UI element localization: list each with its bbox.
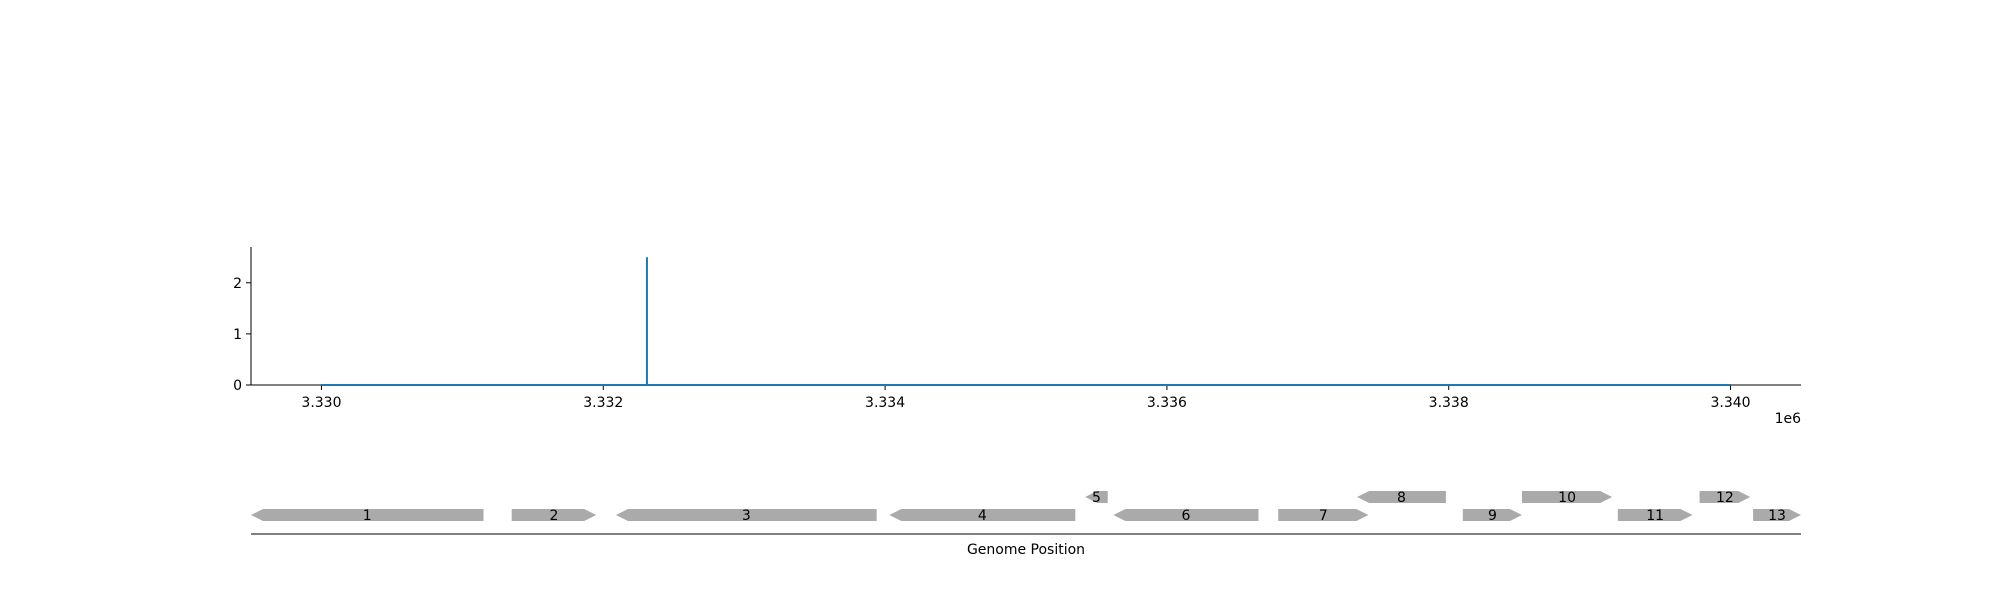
gene-arrow [1699,491,1751,503]
gene-label: 7 [1319,508,1328,524]
y-tick-label: 1 [233,327,242,343]
gene-label: 8 [1397,490,1406,506]
gene-label: 10 [1558,490,1576,506]
gene-arrow [1617,509,1693,521]
gene-label: 9 [1488,508,1497,524]
gene-track-xlabel: Genome Position [967,542,1085,558]
x-tick-label: 3.330 [301,395,341,411]
coverage-plot: 0 1 2 3.330 3.332 3.334 3.336 3.338 3.340 1e6 [233,247,1801,427]
gene-arrow [1522,491,1613,503]
gene-label: 5 [1092,490,1101,506]
gene-label: 4 [978,508,987,524]
gene-arrow [1085,491,1108,503]
x-tick-label: 3.338 [1429,395,1469,411]
gene-arrow [1357,491,1446,503]
gene-arrow [1753,509,1801,521]
gene-label: 3 [742,508,751,524]
gene-arrow [889,509,1076,521]
x-tick-label: 3.332 [583,395,623,411]
series-group [321,257,1731,386]
gene-arrow [1113,509,1259,521]
gene-arrow [1462,509,1522,521]
y-tick-label: 2 [233,276,242,292]
gene-label: 2 [549,508,558,524]
x-tick-label: 3.334 [865,395,905,411]
gene-label: 6 [1181,508,1190,524]
y-ticks: 0 1 2 [233,276,251,394]
gene-label: 1 [363,508,372,524]
x-offset-label: 1e6 [1775,411,1802,427]
x-ticks: 3.330 3.332 3.334 3.336 3.338 3.340 [301,385,1751,411]
gene-label: 11 [1646,508,1664,524]
gene-arrow [251,509,484,521]
gene-arrow [1278,509,1369,521]
gene-arrow [511,509,597,521]
gene-arrow [615,509,877,521]
x-tick-label: 3.340 [1710,395,1750,411]
coverage-series-line [321,257,1731,386]
y-tick-label: 0 [233,378,242,394]
gene-label: 13 [1768,508,1786,524]
gene-label: 12 [1716,490,1734,506]
x-tick-label: 3.336 [1147,395,1187,411]
